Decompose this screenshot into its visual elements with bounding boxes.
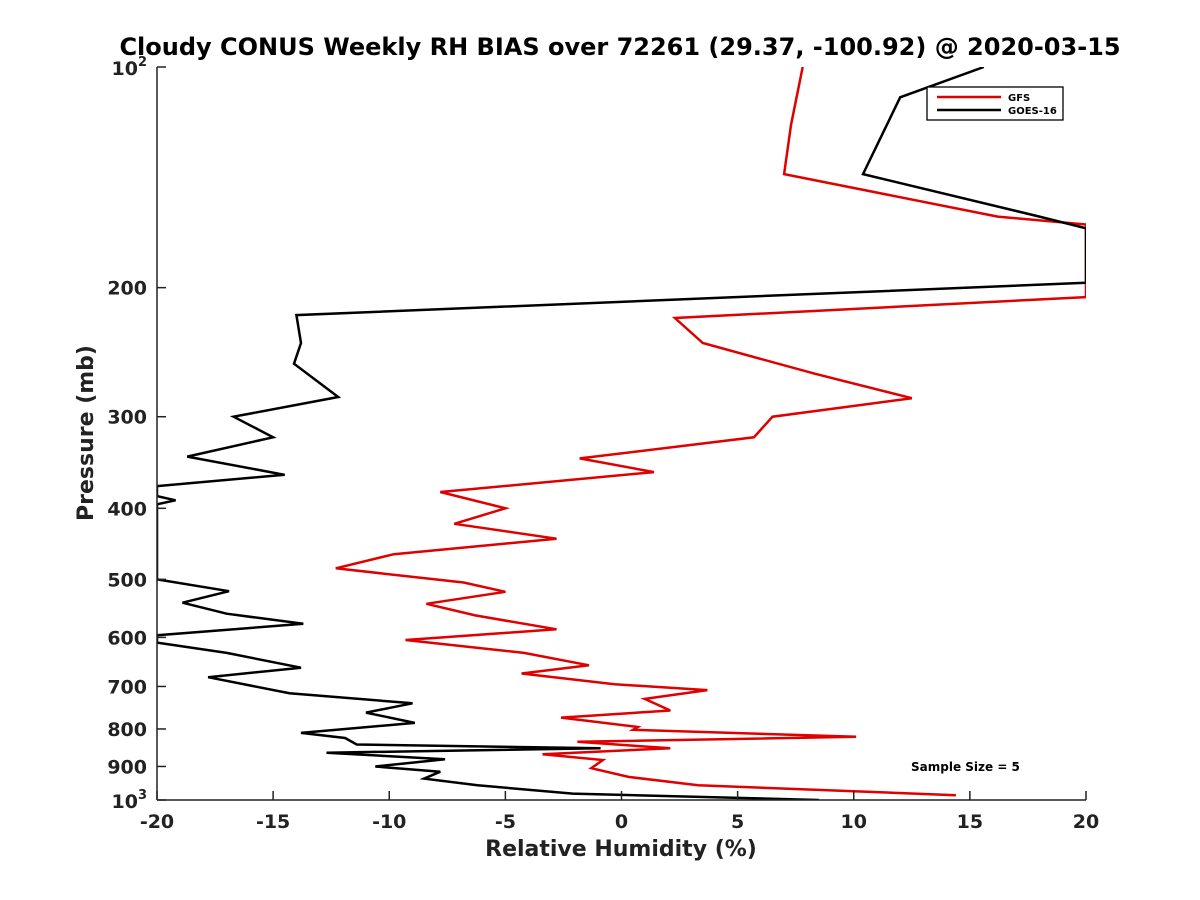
series-layer [157,67,1086,800]
legend-box [926,86,1064,121]
y-tick-label: 800 [107,719,147,741]
legend: GFS GOES-16 [926,86,1064,121]
x-tick-label: 20 [1073,811,1099,833]
y-tick-label: 300 [107,407,147,429]
series-line-gfs [335,67,1086,797]
x-tick-label: 0 [615,811,628,833]
series-line-goes16 [157,67,1086,800]
y-tick-label: 900 [107,756,147,778]
y-tick-label: 102 [112,55,148,80]
x-tick-label: 5 [731,811,744,833]
y-tick-label: 200 [107,278,147,300]
x-tick-label: -5 [495,811,516,833]
y-ticks: 102 200 300 400 500 600 700 800 900 103 [107,55,166,813]
y-tick-label: 400 [107,498,147,520]
legend-label-gfs: GFS [1008,93,1030,104]
y-axis-label: Pressure (mb) [74,345,99,521]
y-tick-label: 600 [107,627,147,649]
x-tick-label: -20 [140,811,174,833]
x-ticks: -20 -15 -10 -5 0 5 10 15 20 [140,791,1099,833]
y-tick-label: 103 [112,788,148,813]
y-tick-label: 500 [107,569,147,591]
x-tick-label: -10 [372,811,406,833]
plot-background [157,67,1086,800]
x-tick-label: 15 [957,811,983,833]
sample-size-annotation: Sample Size = 5 [911,760,1020,774]
x-axis-label: Relative Humidity (%) [485,837,757,862]
y-tick-label: 700 [107,676,147,698]
x-tick-label: -15 [256,811,290,833]
legend-label-goes16: GOES-16 [1008,106,1057,117]
chart-title: Cloudy CONUS Weekly RH BIAS over 72261 (… [119,33,1120,61]
x-tick-label: 10 [841,811,867,833]
